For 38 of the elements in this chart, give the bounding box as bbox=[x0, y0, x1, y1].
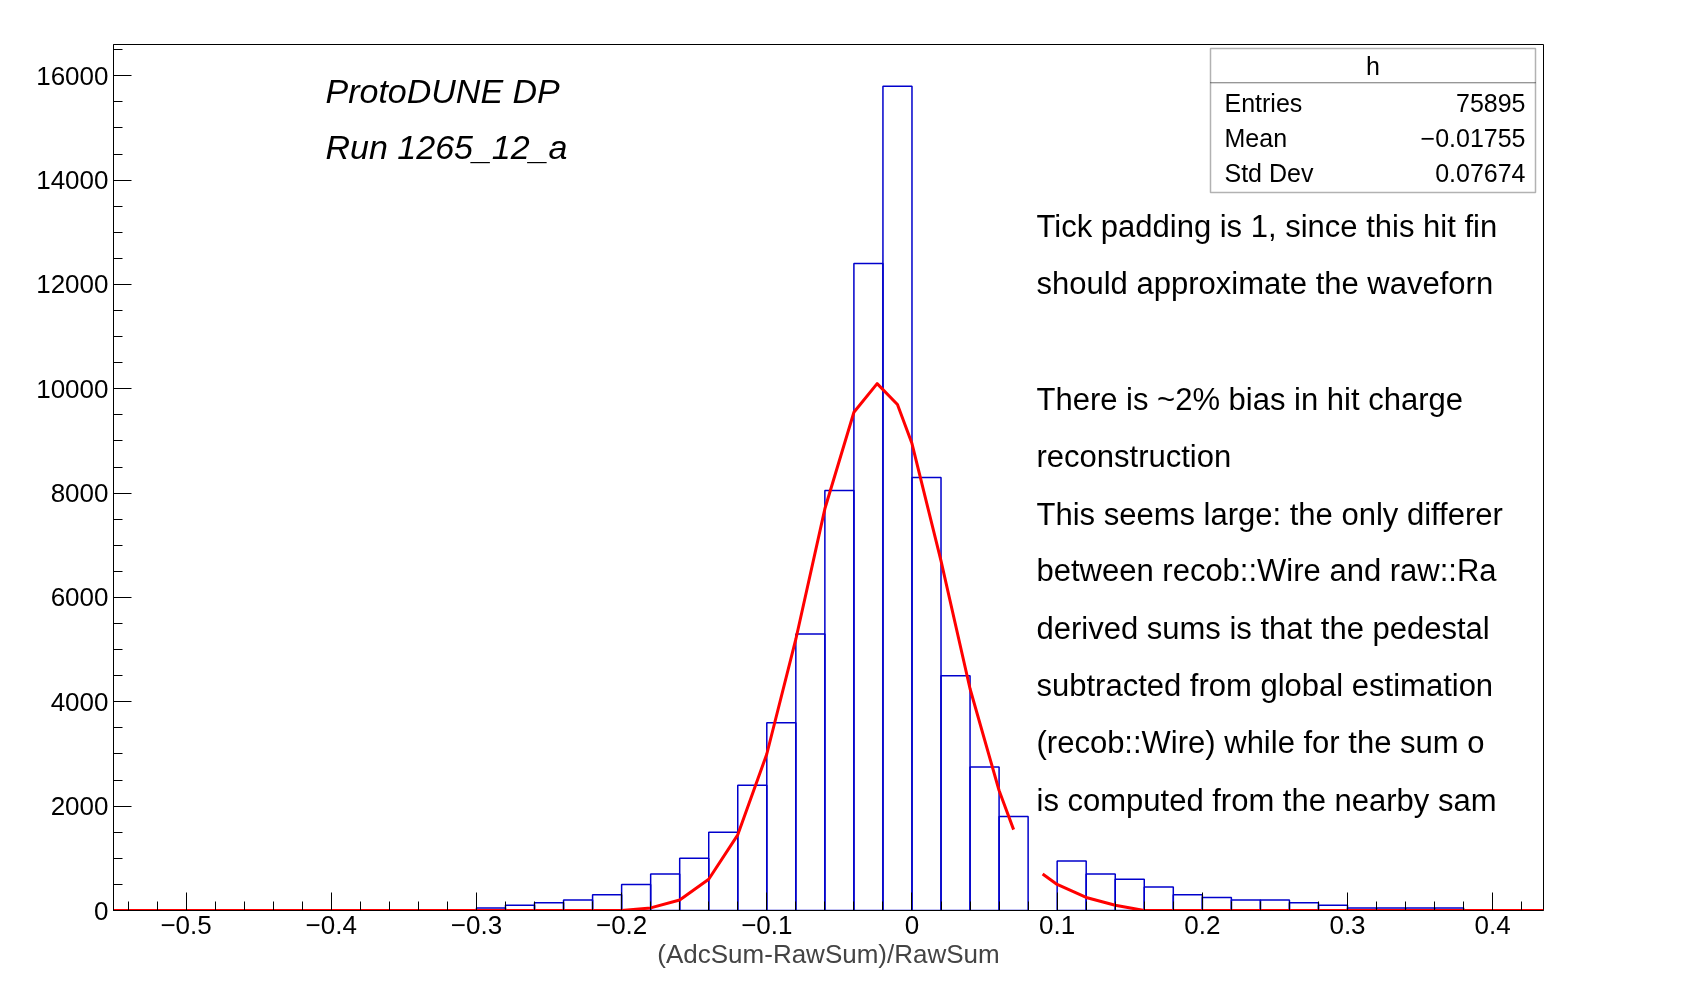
annotation: subtracted from global estimation bbox=[1036, 668, 1494, 703]
x-tick-label: −0.3 bbox=[450, 909, 503, 940]
x-tick-label: −0.2 bbox=[595, 909, 648, 940]
annotation: Mean bbox=[1224, 123, 1288, 152]
annotation: There is ~2% bias in hit charge bbox=[1036, 382, 1463, 417]
y-tick-label: 4000 bbox=[50, 686, 109, 717]
annotation: Std Dev bbox=[1224, 158, 1314, 187]
y-tick-label: 12000 bbox=[36, 269, 109, 300]
x-tick-label: 0.4 bbox=[1474, 909, 1511, 940]
annotation: is computed from the nearby sam bbox=[1036, 783, 1497, 818]
annotation: reconstruction bbox=[1036, 439, 1232, 474]
annotation: (recob::Wire) while for the sum o bbox=[1036, 725, 1485, 760]
annotation: Entries bbox=[1224, 88, 1303, 117]
annotation: 75895 bbox=[1455, 88, 1526, 117]
annotation: 0.07674 bbox=[1435, 158, 1526, 187]
x-tick-label: 0 bbox=[904, 909, 920, 940]
y-tick-label: 14000 bbox=[36, 165, 109, 196]
x-tick-label: −0.5 bbox=[160, 909, 212, 940]
annotation: Run 1265_12_a bbox=[325, 127, 568, 166]
y-tick-label: 8000 bbox=[50, 478, 109, 509]
x-tick-label: 0.3 bbox=[1329, 909, 1366, 940]
annotation: Tick padding is 1, since this hit fin bbox=[1036, 209, 1498, 244]
annotation: should approximate the waveforn bbox=[1036, 266, 1494, 301]
annotation: h bbox=[1366, 51, 1380, 80]
annotation: between recob::Wire and raw::Ra bbox=[1036, 553, 1498, 588]
x-tick-label: 0.1 bbox=[1039, 909, 1076, 940]
x-tick-label: 0.2 bbox=[1184, 909, 1221, 940]
x-tick-label: −0.1 bbox=[741, 909, 793, 940]
annotation: derived sums is that the pedestal bbox=[1036, 611, 1490, 646]
annotation: −0.01755 bbox=[1420, 123, 1526, 152]
x-tick-label: −0.4 bbox=[305, 909, 357, 940]
annotation: ProtoDUNE DP bbox=[325, 71, 561, 110]
x-axis-title: (AdcSum-RawSum)/RawSum bbox=[657, 938, 1000, 969]
y-tick-label: 6000 bbox=[50, 582, 109, 613]
y-tick-label: 10000 bbox=[36, 373, 109, 404]
y-tick-label: 16000 bbox=[36, 60, 109, 91]
y-tick-label: 2000 bbox=[50, 791, 109, 822]
annotation: This seems large: the only differer bbox=[1036, 497, 1503, 532]
